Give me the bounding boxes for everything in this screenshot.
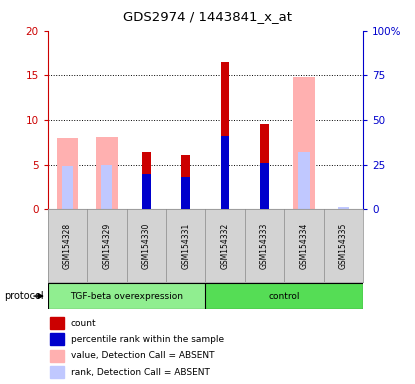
Bar xyxy=(49,350,64,362)
Bar xyxy=(221,62,229,209)
Text: GSM154328: GSM154328 xyxy=(63,223,72,269)
Bar xyxy=(221,136,229,209)
Bar xyxy=(48,283,205,309)
Text: protocol: protocol xyxy=(4,291,44,301)
Bar xyxy=(181,155,190,209)
Bar xyxy=(181,177,190,209)
Text: GDS2974 / 1443841_x_at: GDS2974 / 1443841_x_at xyxy=(123,10,292,23)
Bar xyxy=(62,166,73,209)
Bar xyxy=(49,366,64,378)
Text: GSM154330: GSM154330 xyxy=(142,223,151,269)
Bar xyxy=(293,77,315,209)
Bar xyxy=(260,124,269,209)
Text: rank, Detection Call = ABSENT: rank, Detection Call = ABSENT xyxy=(71,367,210,376)
Text: control: control xyxy=(269,291,300,301)
Text: GSM154329: GSM154329 xyxy=(103,223,111,269)
Bar xyxy=(142,152,151,209)
Text: GSM154331: GSM154331 xyxy=(181,223,190,269)
Text: TGF-beta overexpression: TGF-beta overexpression xyxy=(70,291,183,301)
Text: count: count xyxy=(71,319,97,328)
Text: GSM154334: GSM154334 xyxy=(300,223,308,269)
Text: percentile rank within the sample: percentile rank within the sample xyxy=(71,335,224,344)
Text: GSM154333: GSM154333 xyxy=(260,223,269,269)
Bar xyxy=(49,317,64,329)
Bar xyxy=(142,174,151,209)
Bar xyxy=(338,207,349,209)
Bar xyxy=(101,165,112,209)
Bar xyxy=(56,138,78,209)
Text: GSM154332: GSM154332 xyxy=(221,223,229,269)
Text: GSM154335: GSM154335 xyxy=(339,223,348,269)
Bar xyxy=(298,152,310,209)
Bar xyxy=(205,283,363,309)
Bar xyxy=(96,137,118,209)
Bar xyxy=(49,333,64,345)
Bar xyxy=(260,163,269,209)
Text: value, Detection Call = ABSENT: value, Detection Call = ABSENT xyxy=(71,351,215,360)
